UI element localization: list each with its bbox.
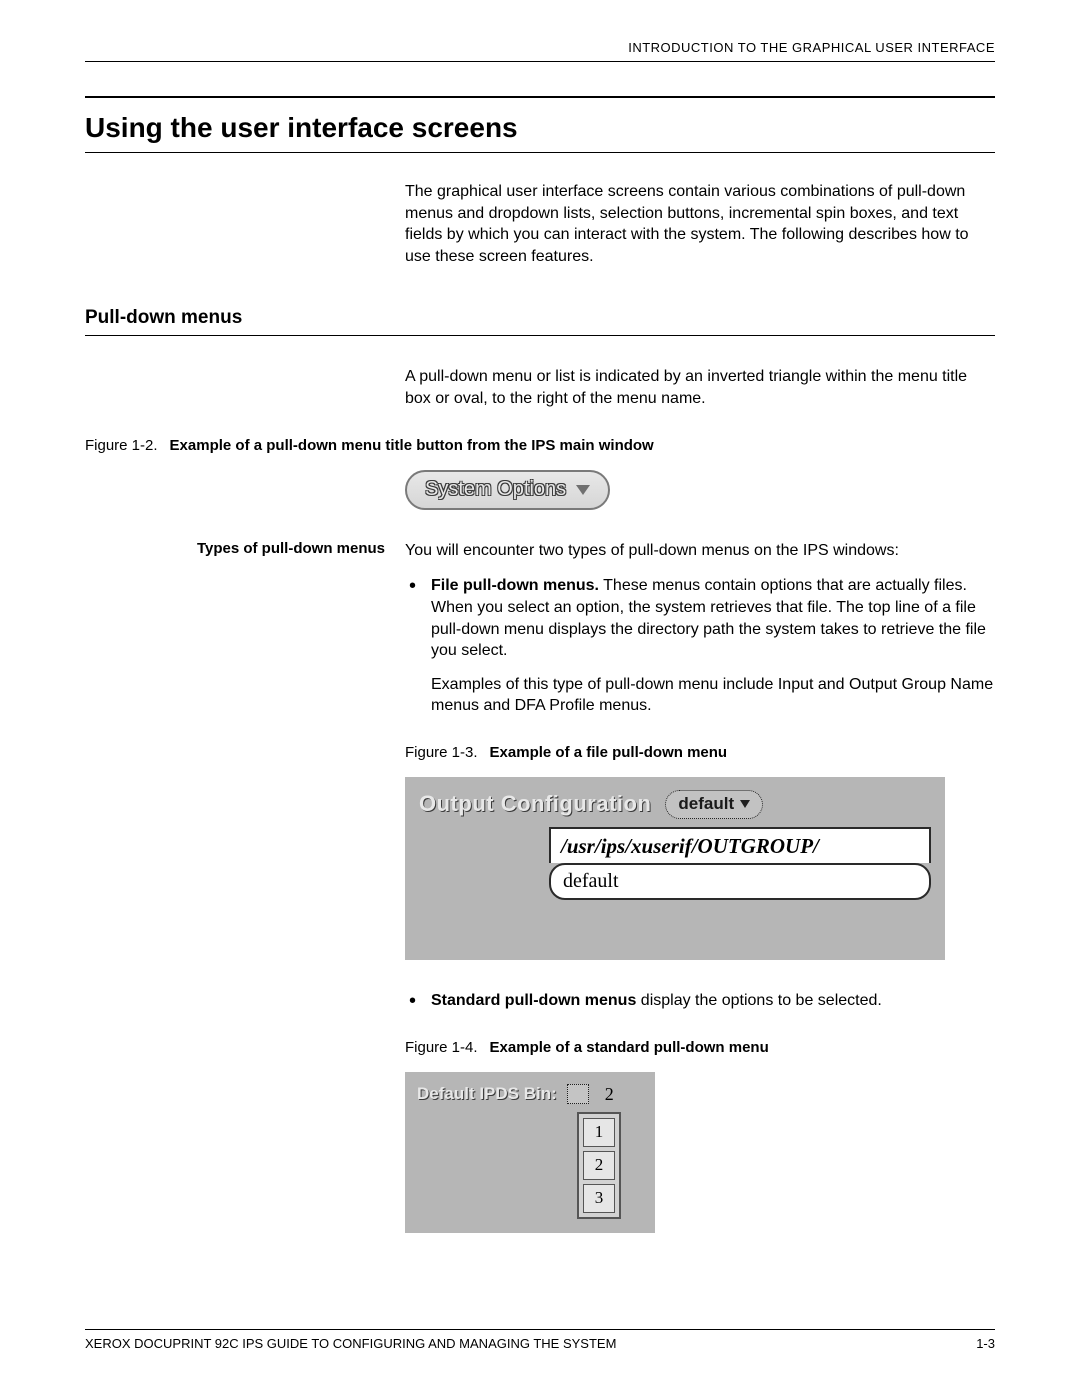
section-rule-top xyxy=(85,96,995,98)
types-lead: You will encounter two types of pull-dow… xyxy=(405,540,995,562)
types-side-label: Types of pull-down menus xyxy=(85,540,405,557)
ipds-bin-menu: 1 2 3 xyxy=(577,1112,621,1219)
sub-heading-rule xyxy=(85,335,995,336)
fig2-title: Example of a pull-down menu title button… xyxy=(170,436,654,456)
footer-left: XEROX DOCUPRINT 92C IPS GUIDE TO CONFIGU… xyxy=(85,1336,616,1351)
output-config-dropdown-value: default xyxy=(678,793,734,816)
system-options-label: System Options xyxy=(425,476,566,503)
fig2-caption: Figure 1-2. Example of a pull-down menu … xyxy=(85,436,995,456)
types-item-file: File pull-down menus. These menus contai… xyxy=(405,575,995,960)
section-rule-under xyxy=(85,152,995,153)
types-item2-rest: display the options to be selected. xyxy=(636,992,882,1009)
ipds-bin-label: Default IPDS Bin: xyxy=(417,1083,557,1106)
ipds-bin-option[interactable]: 2 xyxy=(583,1151,615,1180)
output-config-label: Output Configuration xyxy=(419,789,651,819)
output-config-option[interactable]: default xyxy=(549,863,931,900)
types-item-standard: Standard pull-down menus display the opt… xyxy=(405,990,995,1233)
fig3-caption: Figure 1-3. Example of a file pull-down … xyxy=(405,743,995,763)
types-row: Types of pull-down menus You will encoun… xyxy=(85,540,995,1247)
sub-heading-pulldown: Pull-down menus xyxy=(85,307,995,329)
footer-right: 1-3 xyxy=(976,1336,995,1351)
fig3-title: Example of a file pull-down menu xyxy=(490,743,728,763)
footer-rule xyxy=(85,1329,995,1330)
intro-paragraph: The graphical user interface screens con… xyxy=(405,181,995,267)
ipds-bin-current: 2 xyxy=(605,1082,614,1106)
output-config-dropdown[interactable]: default xyxy=(665,790,763,819)
running-head: INTRODUCTION TO THE GRAPHICAL USER INTER… xyxy=(85,40,995,55)
chevron-down-icon xyxy=(740,800,750,808)
chevron-down-icon xyxy=(576,485,590,495)
pulldown-intro: A pull-down menu or list is indicated by… xyxy=(405,366,995,409)
footer: XEROX DOCUPRINT 92C IPS GUIDE TO CONFIGU… xyxy=(85,1329,995,1351)
ipds-bin-dropdown[interactable] xyxy=(567,1084,589,1104)
fig4-title: Example of a standard pull-down menu xyxy=(490,1038,769,1058)
fig2-num: Figure 1-2. xyxy=(85,436,158,456)
fig3-panel: Output Configuration default /usr/ips/xu… xyxy=(405,777,945,960)
main-heading: Using the user interface screens xyxy=(85,112,995,144)
fig4-num: Figure 1-4. xyxy=(405,1038,478,1058)
types-item1-para2: Examples of this type of pull-down menu … xyxy=(431,674,995,717)
types-item1-strong: File pull-down menus. xyxy=(431,577,599,594)
ipds-bin-option[interactable]: 3 xyxy=(583,1184,615,1213)
output-config-path: /usr/ips/xuserif/OUTGROUP/ xyxy=(549,827,931,863)
types-item2-strong: Standard pull-down menus xyxy=(431,992,636,1009)
fig2-graphic: System Options xyxy=(405,470,995,510)
fig4-caption: Figure 1-4. Example of a standard pull-d… xyxy=(405,1038,995,1058)
page: INTRODUCTION TO THE GRAPHICAL USER INTER… xyxy=(0,0,1080,1397)
system-options-button[interactable]: System Options xyxy=(405,470,610,510)
fig3-num: Figure 1-3. xyxy=(405,743,478,763)
ipds-bin-option[interactable]: 1 xyxy=(583,1118,615,1147)
fig4-panel: Default IPDS Bin: 2 1 2 3 xyxy=(405,1072,655,1233)
